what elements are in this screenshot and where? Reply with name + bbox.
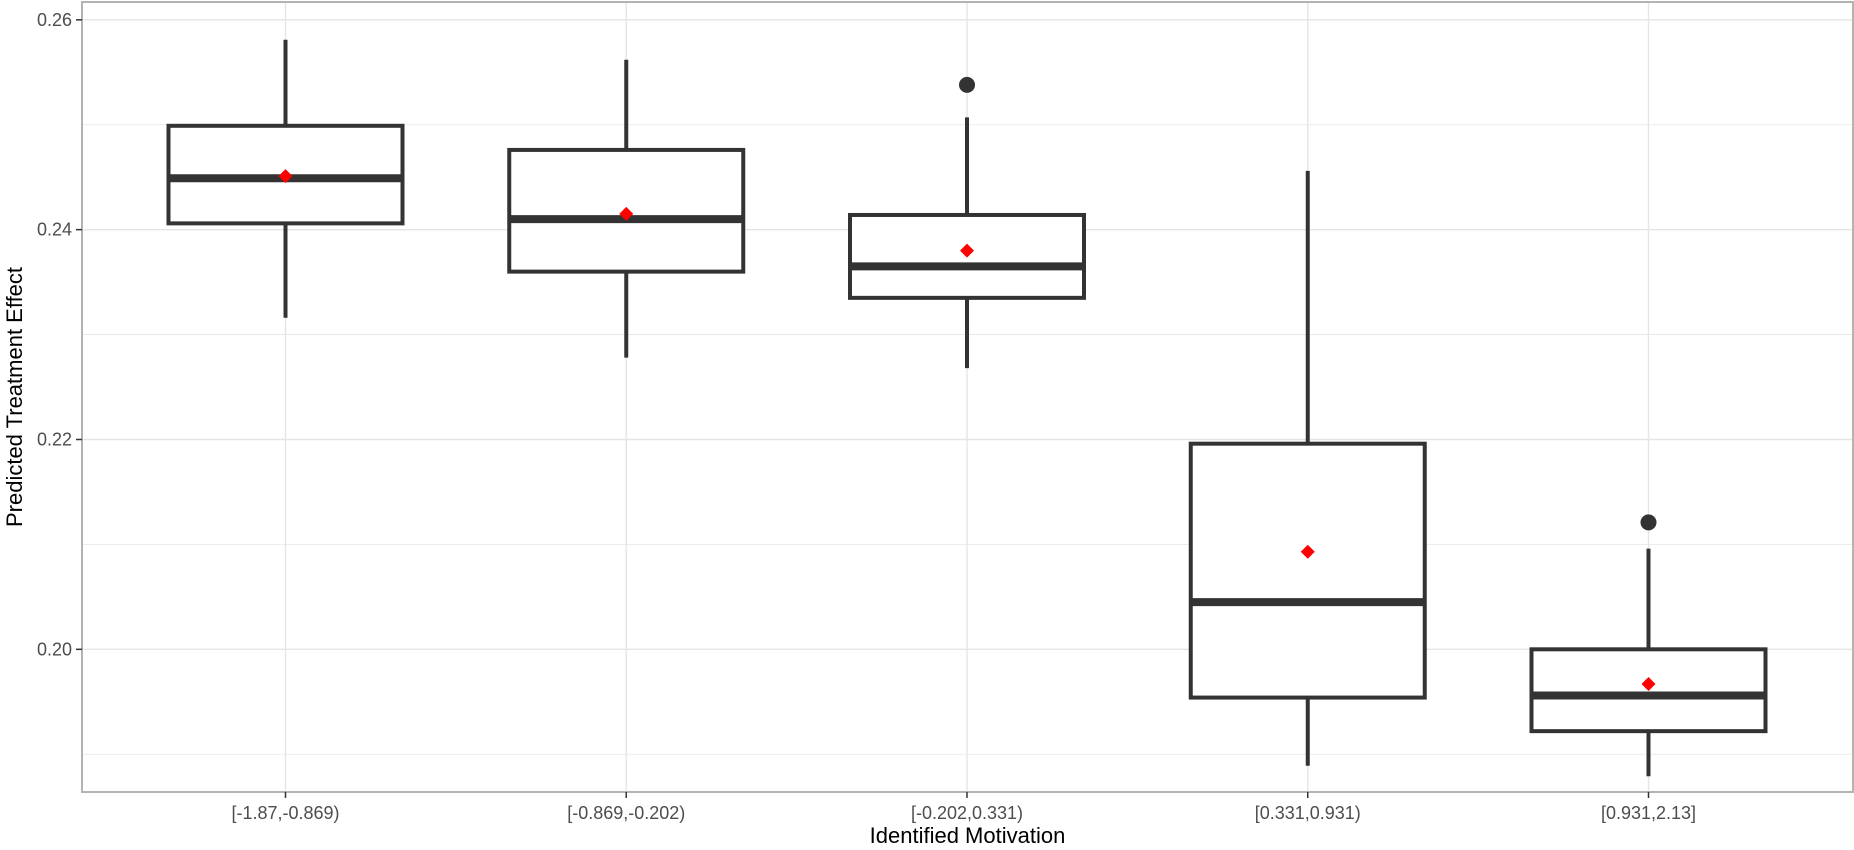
mean-marker xyxy=(1641,676,1656,691)
y-axis-title: Predicted Treatment Effect xyxy=(2,267,27,527)
box-4 xyxy=(1188,170,1427,766)
y-tick-label: 0.22 xyxy=(37,429,72,449)
y-tick-label: 0.20 xyxy=(37,639,72,659)
y-tick-label: 0.26 xyxy=(37,10,72,30)
box-1 xyxy=(166,39,405,318)
y-tick-label: 0.24 xyxy=(37,220,72,240)
box-2 xyxy=(507,59,746,358)
mean-marker xyxy=(1300,544,1315,559)
box-3 xyxy=(848,76,1086,369)
outlier-point xyxy=(1640,514,1657,531)
x-tick-label: [0.931,2.13] xyxy=(1601,803,1696,823)
y-axis-ticks: 0.20 0.22 0.24 0.26 xyxy=(37,10,82,659)
x-tick-label: [0.331,0.931) xyxy=(1255,803,1361,823)
box-5 xyxy=(1529,514,1768,777)
interquartile-box xyxy=(1188,441,1427,700)
x-tick-label: [-0.869,-0.202) xyxy=(567,803,685,823)
x-tick-label: [-1.87,-0.869) xyxy=(231,803,339,823)
x-axis-title: Identified Motivation xyxy=(870,823,1066,848)
outlier-point xyxy=(959,76,975,93)
mean-marker xyxy=(960,243,974,258)
box-plot-series xyxy=(166,39,1768,777)
mean-marker xyxy=(619,206,634,221)
mean-marker xyxy=(278,169,293,184)
x-tick-label: [-0.202,0.331) xyxy=(911,803,1023,823)
x-axis-ticks: [-1.87,-0.869) [-0.869,-0.202) [-0.202,0.3… xyxy=(231,792,1696,823)
